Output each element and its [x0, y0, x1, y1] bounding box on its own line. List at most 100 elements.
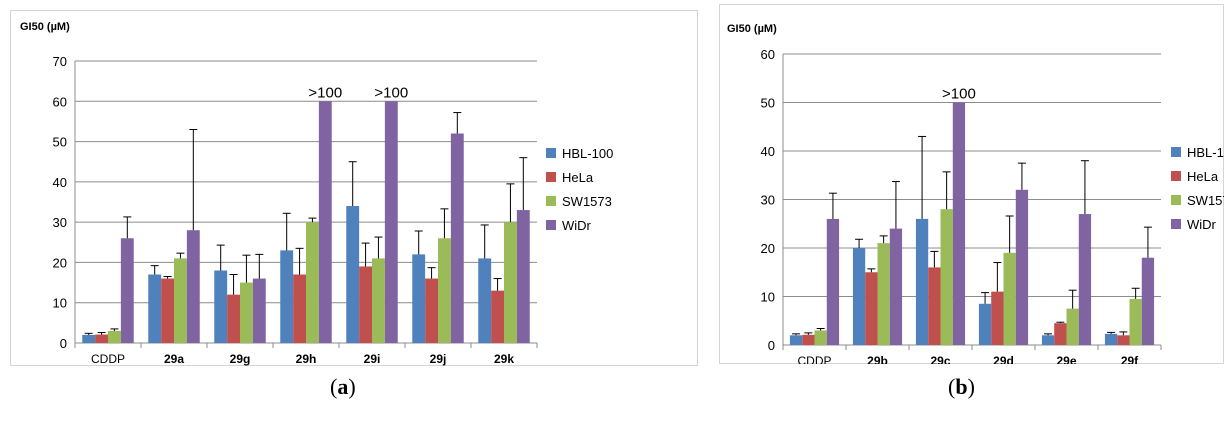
- bar: [1117, 335, 1130, 345]
- bar: [252, 278, 266, 343]
- x-tick-label: 29g: [230, 352, 251, 366]
- y-tick-label: 0: [60, 336, 67, 351]
- x-tick-label: 29k: [494, 352, 514, 366]
- x-tick-label: 29i: [364, 352, 381, 366]
- legend-swatch: [546, 196, 556, 206]
- bar: [280, 250, 294, 343]
- bar: [450, 133, 464, 343]
- y-tick-label: 60: [761, 47, 775, 62]
- bar: [915, 218, 929, 345]
- x-tick-label: 29e: [1056, 354, 1076, 364]
- bar: [504, 222, 517, 343]
- bar-chart-a: GI50 (µM) 0 10 20 30 40 50 60 70 CDDP 29a 29g 29h 29i…: [20, 21, 613, 366]
- bar: [865, 272, 878, 345]
- value-annotation: >100: [374, 84, 408, 101]
- bar: [802, 334, 815, 345]
- bar: [161, 278, 174, 343]
- y-tick-label: 0: [768, 338, 775, 353]
- bar: [852, 248, 866, 345]
- panel-caption-b: (b): [948, 374, 975, 399]
- legend-label: HeLa: [562, 170, 594, 185]
- legend-label: SW1573: [1187, 193, 1224, 208]
- y-axis-title: GI50 (µM): [727, 23, 777, 35]
- x-tick-label: 29a: [164, 352, 184, 366]
- y-tick-label: 40: [761, 144, 775, 159]
- x-tick-label: CDDP: [91, 352, 125, 366]
- y-tick-label: 50: [53, 135, 67, 150]
- bar: [372, 258, 385, 343]
- legend-label: HBL-100: [562, 146, 613, 161]
- panel-caption-a: (a): [330, 374, 356, 399]
- bar: [227, 294, 240, 343]
- legend-swatch: [1171, 219, 1181, 229]
- bar: [516, 210, 530, 343]
- bar: [412, 254, 426, 343]
- bar: [346, 206, 360, 343]
- y-tick-label: 30: [761, 193, 775, 208]
- legend-swatch: [1171, 147, 1181, 157]
- bar: [186, 230, 200, 343]
- bar: [214, 270, 228, 343]
- bar: [240, 282, 253, 343]
- y-tick-label: 20: [761, 241, 775, 256]
- bar: [82, 334, 96, 343]
- x-tick-label: 29j: [430, 352, 447, 366]
- bar: [293, 274, 306, 343]
- bar: [1129, 298, 1142, 345]
- bar: [425, 278, 438, 343]
- bar: [438, 238, 451, 343]
- legend-label: HeLa: [1187, 169, 1219, 184]
- bar: [359, 266, 372, 343]
- bar: [940, 209, 953, 345]
- x-tick-label: 29b: [867, 354, 888, 364]
- legend-swatch: [1171, 195, 1181, 205]
- bar: [1066, 308, 1079, 345]
- legend-label: WiDr: [1187, 217, 1217, 232]
- legend-label: HBL-100: [1187, 145, 1224, 160]
- bar: [952, 102, 966, 345]
- bar: [789, 335, 803, 345]
- bar: [120, 238, 134, 343]
- bar: [478, 258, 492, 343]
- bar: [1141, 257, 1155, 345]
- bar: [991, 291, 1004, 345]
- bar: [1003, 252, 1016, 345]
- bar: [826, 218, 840, 345]
- bar: [814, 330, 827, 345]
- bar: [318, 101, 332, 344]
- bar: [889, 228, 903, 345]
- bar: [148, 274, 162, 343]
- y-tick-label: 60: [53, 94, 67, 109]
- value-annotation: >100: [942, 86, 976, 103]
- legend-swatch: [1171, 171, 1181, 181]
- x-tick-label: CDDP: [797, 354, 831, 364]
- y-tick-label: 30: [53, 215, 67, 230]
- x-tick-label: 29h: [296, 352, 317, 366]
- bar: [1015, 189, 1029, 345]
- y-tick-label: 10: [53, 296, 67, 311]
- legend-label: SW1573: [562, 194, 612, 209]
- legend-swatch: [546, 220, 556, 230]
- bar: [928, 267, 941, 345]
- y-axis-title: GI50 (µM): [20, 21, 70, 33]
- x-tick-label: 29f: [1121, 354, 1139, 364]
- bar-chart-b: GI50 (µM) 0 10 20 30 40 50 60 CDDP 29b 29c 29d 29e 29…: [727, 23, 1224, 364]
- value-annotation: >100: [308, 84, 342, 101]
- bar: [1104, 333, 1118, 345]
- bar: [978, 303, 992, 345]
- bar: [1054, 323, 1067, 345]
- bar: [384, 101, 398, 344]
- legend-swatch: [546, 148, 556, 158]
- bar: [1041, 335, 1055, 345]
- y-tick-label: 20: [53, 255, 67, 270]
- bar: [306, 222, 319, 343]
- legend-label: WiDr: [562, 218, 592, 233]
- x-tick-label: 29d: [993, 354, 1014, 364]
- bar: [1078, 214, 1092, 345]
- bar: [174, 258, 187, 343]
- y-tick-label: 50: [761, 96, 775, 111]
- x-tick-label: 29c: [930, 354, 950, 364]
- y-tick-label: 10: [761, 290, 775, 305]
- bar: [108, 330, 121, 343]
- legend-swatch: [546, 172, 556, 182]
